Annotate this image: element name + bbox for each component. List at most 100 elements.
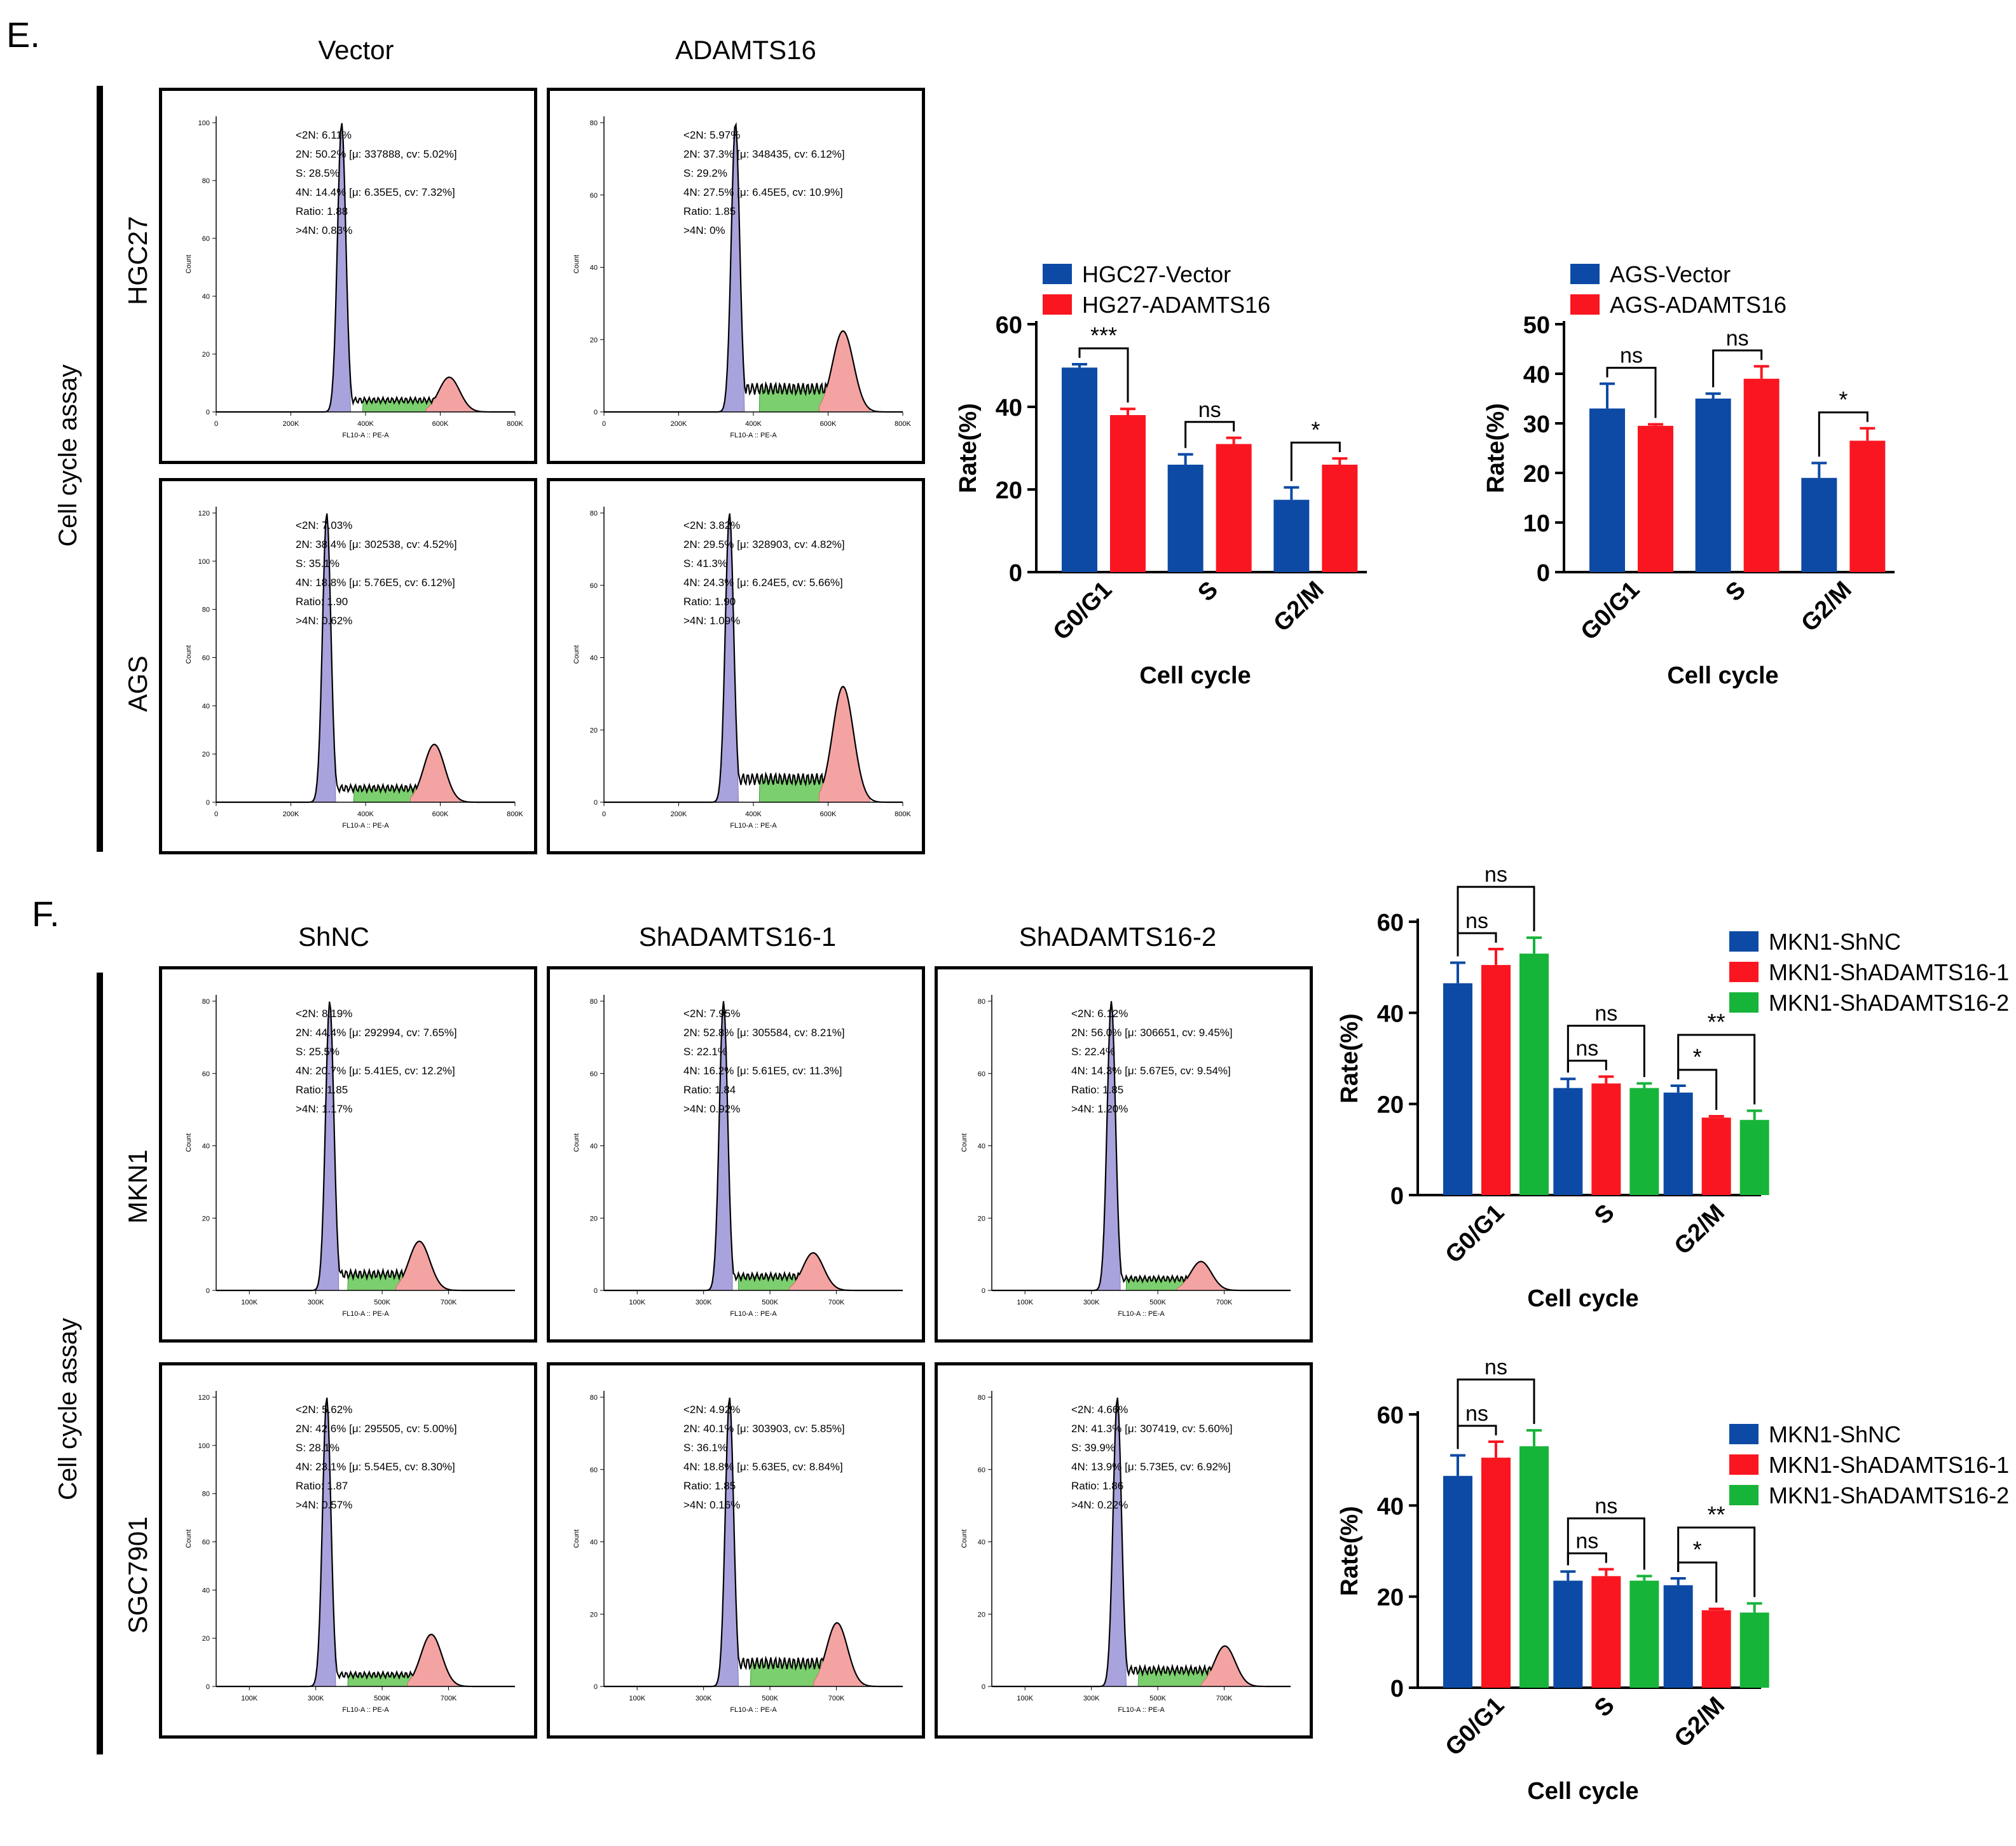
x-axis-title: Cell cycle bbox=[1527, 1778, 1638, 1805]
bar bbox=[1849, 441, 1886, 572]
y-tick-label: 40 bbox=[978, 1143, 985, 1151]
y-tick-label: 0 bbox=[206, 1287, 210, 1295]
significance-label: ns bbox=[1465, 1402, 1488, 1426]
flow-stat-line: S: 22.1% bbox=[683, 1046, 727, 1058]
flow-stat-line: <2N: 8.19% bbox=[296, 1008, 352, 1020]
y-axis-label: Count bbox=[573, 1529, 580, 1548]
y-tick-label: 80 bbox=[202, 177, 210, 185]
bar bbox=[1739, 1612, 1769, 1688]
g2-peak-area bbox=[395, 1241, 447, 1291]
bar-chart-sgc7901: 0 20 40 60 Rate(%) G0/G1 S G2/M Cell cycle ns ns ns… bbox=[1336, 1355, 2009, 1805]
flow-stat-line: >4N: 0.57% bbox=[296, 1499, 352, 1511]
y-tick-label: 60 bbox=[590, 1070, 598, 1078]
flow-stat-line: S: 28.1% bbox=[296, 1442, 339, 1454]
flow-plot-hgc27-adamts16: 0 20 40 60 80 0 200K 400K 600K 800K FL10-A :: PE-A… bbox=[547, 88, 925, 464]
x-tick-label: 400K bbox=[745, 810, 762, 818]
x-tick-label: 300K bbox=[696, 1695, 712, 1702]
x-axis-label: FL10-A :: PE-A bbox=[342, 1310, 389, 1318]
y-tick-label: 40 bbox=[1377, 1001, 1404, 1027]
g2-peak-area bbox=[788, 1252, 841, 1291]
histogram-envelope bbox=[604, 1001, 903, 1292]
x-tick-label: 200K bbox=[283, 810, 299, 818]
bar bbox=[1062, 367, 1097, 572]
x-tick-label: 200K bbox=[671, 420, 687, 428]
y-tick-label: 0 bbox=[594, 799, 598, 807]
y-tick-label: 40 bbox=[202, 1143, 210, 1151]
bar bbox=[1695, 399, 1731, 572]
y-tick-label: 40 bbox=[590, 655, 598, 662]
y-tick-label: 40 bbox=[1523, 362, 1550, 388]
flow-stat-line: >4N: 1.09% bbox=[683, 615, 740, 627]
g2-peak-area bbox=[1200, 1645, 1252, 1687]
histogram-envelope bbox=[216, 513, 515, 803]
flow-stat-line: S: 25.5% bbox=[296, 1046, 339, 1058]
legend-label: HG27-ADAMTS16 bbox=[1082, 292, 1270, 318]
bar bbox=[1167, 465, 1203, 572]
x-tick-label: 0 bbox=[602, 420, 606, 428]
legend-label: MKN1-ShADAMTS16-1 bbox=[1769, 959, 2009, 985]
x-tick-label: 700K bbox=[441, 1299, 457, 1306]
flow-stat-line: Ratio: 1.88 bbox=[296, 205, 348, 217]
legend-swatch bbox=[1729, 962, 1759, 982]
flow-stat-line: <2N: 5.62% bbox=[296, 1404, 352, 1416]
significance-bracket bbox=[1457, 1378, 1535, 1449]
x-tick-label: 100K bbox=[629, 1695, 645, 1702]
y-axis-label: Count bbox=[573, 645, 580, 664]
g2-peak-area bbox=[425, 376, 477, 413]
significance-label: ** bbox=[1708, 1009, 1725, 1035]
significance-label: ns bbox=[1485, 1355, 1507, 1379]
x-axis-label: FL10-A :: PE-A bbox=[342, 822, 389, 830]
x-tick-label: 700K bbox=[1216, 1695, 1233, 1702]
bar bbox=[1443, 1475, 1472, 1688]
y-tick-label: 100 bbox=[198, 558, 210, 566]
flow-stat-line: >4N: 0.92% bbox=[683, 1103, 740, 1115]
y-tick-label: 40 bbox=[978, 1539, 985, 1547]
bar bbox=[1629, 1580, 1659, 1688]
bar bbox=[1801, 477, 1837, 572]
y-tick-label: 80 bbox=[978, 1394, 985, 1402]
flow-plot-sgc7901-sh1: 0 20 40 60 80 100K 300K 500K 700K FL10-A :: PE-A C… bbox=[547, 1362, 925, 1739]
y-tick-label: 0 bbox=[1537, 560, 1550, 587]
y-tick-label: 80 bbox=[202, 606, 210, 614]
row-label-sgc7901: SGC7901 bbox=[123, 1516, 153, 1634]
flow-stat-line: >4N: 1.17% bbox=[296, 1103, 352, 1115]
y-axis-label: Count bbox=[185, 645, 193, 664]
significance-bracket bbox=[1457, 1425, 1497, 1449]
panel-e-divider bbox=[97, 86, 103, 852]
y-tick-label: 0 bbox=[594, 1287, 598, 1295]
legend-label: MKN1-ShADAMTS16-1 bbox=[1769, 1452, 2009, 1478]
y-tick-label: 40 bbox=[590, 1143, 598, 1151]
flow-stat-line: <2N: 6.11% bbox=[296, 129, 352, 141]
y-tick-label: 20 bbox=[590, 1611, 598, 1618]
x-tick-label: 200K bbox=[283, 420, 299, 428]
significance-bracket bbox=[1457, 885, 1535, 957]
histogram-envelope bbox=[604, 1397, 903, 1688]
flow-stat-line: >4N: 0% bbox=[683, 224, 725, 236]
flow-stat-line: >4N: 1.20% bbox=[1071, 1103, 1128, 1115]
flow-stat-line: Ratio: 1.84 bbox=[683, 1084, 736, 1096]
y-tick-label: 60 bbox=[202, 1539, 210, 1547]
significance-label: ns bbox=[1594, 1002, 1617, 1026]
significance-label: * bbox=[1693, 1044, 1702, 1070]
legend-label: MKN1-ShNC bbox=[1769, 929, 1901, 955]
bar bbox=[1591, 1576, 1621, 1688]
panel-e-letter: E. bbox=[6, 15, 40, 55]
significance-label: *** bbox=[1090, 322, 1117, 348]
y-tick-label: 40 bbox=[590, 1539, 598, 1547]
y-tick-label: 20 bbox=[590, 1215, 598, 1222]
bar bbox=[1663, 1092, 1693, 1195]
panel-f-letter: F. bbox=[32, 894, 60, 934]
x-tick-label: 800K bbox=[895, 810, 911, 818]
y-tick-label: 20 bbox=[202, 351, 210, 359]
row-label-ags: AGS bbox=[123, 655, 153, 712]
flow-stat-line: 4N: 23.1% [μ: 5.54E5, cv: 8.30%] bbox=[296, 1461, 455, 1473]
col-label-shnc: ShNC bbox=[298, 922, 370, 952]
bar bbox=[1743, 378, 1779, 572]
flow-stat-line: 2N: 52.8% [μ: 305584, cv: 8.21%] bbox=[683, 1027, 845, 1039]
y-tick-label: 20 bbox=[1523, 461, 1550, 488]
significance-label: ns bbox=[1575, 1529, 1598, 1554]
bar bbox=[1663, 1585, 1693, 1688]
